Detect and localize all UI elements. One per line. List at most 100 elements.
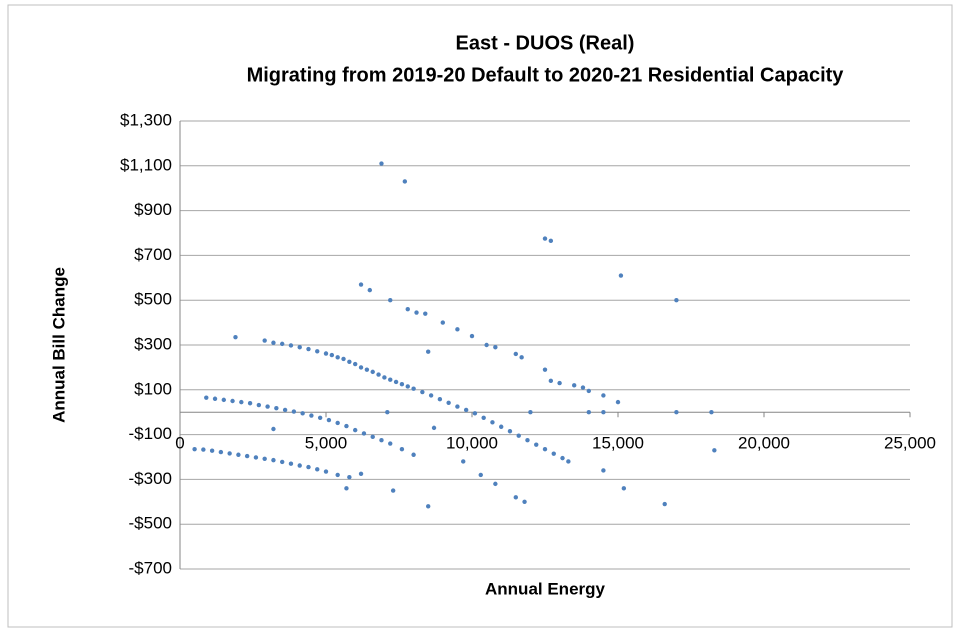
point <box>315 349 320 354</box>
point <box>376 372 381 377</box>
x-tick-label: 20,000 <box>738 434 790 453</box>
point <box>233 334 238 340</box>
point <box>323 469 329 474</box>
point <box>323 351 329 356</box>
point <box>256 402 262 408</box>
point <box>461 459 466 464</box>
point <box>388 298 393 303</box>
point <box>662 501 667 507</box>
point <box>317 415 323 420</box>
point <box>674 298 679 303</box>
point <box>601 410 606 415</box>
y-tick-label: $900 <box>134 200 172 219</box>
point <box>335 472 340 478</box>
point <box>300 411 305 416</box>
point <box>455 404 460 409</box>
point <box>542 446 548 452</box>
point <box>262 456 267 461</box>
point <box>347 359 352 364</box>
point <box>315 467 320 472</box>
point <box>513 495 518 500</box>
chart-subtitle: Migrating from 2019-20 Default to 2020-2… <box>247 64 845 86</box>
y-tick-label: $300 <box>134 334 172 353</box>
point <box>344 486 349 491</box>
x-axis-title: Annual Energy <box>485 579 606 598</box>
point <box>341 356 346 362</box>
x-tick-label: 5,000 <box>305 434 348 453</box>
point <box>329 352 335 358</box>
point <box>463 407 469 413</box>
y-tick-label: -$700 <box>129 558 172 577</box>
point <box>420 389 425 395</box>
point <box>209 448 215 453</box>
point <box>297 345 302 350</box>
point <box>212 396 218 401</box>
point <box>309 413 314 418</box>
point <box>712 448 717 453</box>
point <box>358 365 364 370</box>
point <box>586 388 591 394</box>
point <box>525 438 530 443</box>
point <box>440 320 445 325</box>
point <box>247 401 253 406</box>
point <box>379 161 384 166</box>
point <box>347 474 352 480</box>
point <box>542 367 548 372</box>
point <box>472 411 478 416</box>
y-axis-title: Annual Bill Change <box>49 267 68 423</box>
point <box>411 386 416 391</box>
chart-border <box>7 4 953 628</box>
point <box>522 499 527 504</box>
point <box>478 472 483 478</box>
point <box>674 410 679 415</box>
point <box>192 446 197 452</box>
point <box>426 349 431 354</box>
point <box>428 393 434 398</box>
point <box>516 433 521 438</box>
point <box>513 351 518 357</box>
point <box>399 382 405 387</box>
point <box>566 459 571 464</box>
y-tick-label: $1,300 <box>120 110 172 129</box>
point <box>493 481 498 487</box>
point <box>218 449 224 455</box>
x-tick-label: 0 <box>175 434 184 453</box>
point <box>262 338 267 343</box>
point <box>291 409 297 414</box>
point <box>446 400 451 405</box>
point <box>499 424 504 429</box>
point <box>507 429 513 434</box>
point <box>358 282 364 287</box>
point <box>388 441 393 446</box>
point <box>227 451 232 456</box>
y-tick-label: $700 <box>134 245 172 264</box>
point <box>274 405 279 411</box>
point <box>236 452 241 457</box>
point <box>560 455 565 461</box>
point <box>385 410 390 415</box>
point <box>280 459 285 465</box>
point <box>390 488 396 493</box>
point <box>399 446 405 452</box>
point <box>621 486 627 491</box>
point <box>388 377 393 382</box>
point <box>361 431 367 436</box>
y-tick-label: $100 <box>134 379 172 398</box>
point <box>534 442 539 447</box>
point <box>288 343 294 348</box>
point <box>431 425 437 431</box>
point <box>405 384 410 389</box>
point <box>306 346 311 352</box>
point <box>239 399 244 405</box>
point <box>280 341 285 347</box>
point <box>586 410 591 415</box>
point <box>344 423 349 429</box>
point <box>367 287 372 293</box>
point <box>370 434 375 440</box>
chart-title: East - DUOS (Real) <box>456 32 635 54</box>
point <box>353 361 358 367</box>
x-tick-label: 25,000 <box>884 434 936 453</box>
point <box>572 383 577 388</box>
point <box>405 306 410 312</box>
point <box>364 367 370 372</box>
